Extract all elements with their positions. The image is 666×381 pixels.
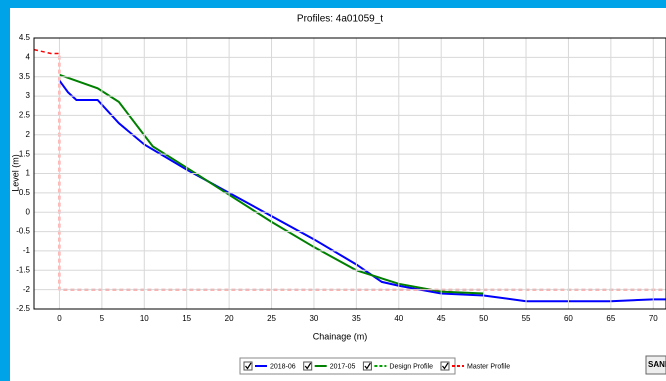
x-tick-label: 40 bbox=[394, 314, 403, 323]
y-tick-label: 1 bbox=[26, 169, 31, 178]
legend-checkbox bbox=[243, 361, 253, 371]
x-axis-label: Chainage (m) bbox=[313, 331, 368, 341]
x-tick-label: 50 bbox=[479, 314, 488, 323]
chart-title: Profiles: 4a01059_t bbox=[297, 14, 383, 25]
x-tick-label: 60 bbox=[564, 314, 573, 323]
x-tick-label: 10 bbox=[140, 314, 149, 323]
legend-label: Master Profile bbox=[467, 363, 510, 370]
series-line bbox=[59, 73, 484, 295]
y-axis-label: Level (m) bbox=[10, 154, 20, 192]
y-tick-label: 3 bbox=[26, 91, 31, 100]
legend-label: 2017-05 bbox=[330, 363, 356, 370]
y-tick-label: 4.5 bbox=[19, 33, 31, 42]
y-tick-label: 0.5 bbox=[19, 188, 31, 197]
y-tick-label: 2.5 bbox=[19, 111, 31, 120]
y-tick-label: 1.5 bbox=[19, 149, 31, 158]
x-tick-label: 45 bbox=[437, 314, 446, 323]
x-tick-label: 70 bbox=[649, 314, 658, 323]
x-tick-label: 30 bbox=[309, 314, 318, 323]
y-tick-label: -0.5 bbox=[16, 227, 30, 236]
legend-label: 2018-06 bbox=[270, 363, 296, 370]
x-tick-label: 0 bbox=[57, 314, 62, 323]
legend-checkbox bbox=[303, 361, 313, 371]
legend-checkbox bbox=[440, 361, 450, 371]
x-tick-label: 15 bbox=[182, 314, 191, 323]
x-tick-label: 55 bbox=[522, 314, 531, 323]
series-line bbox=[34, 48, 666, 291]
x-tick-label: 20 bbox=[225, 314, 234, 323]
y-tick-label: 3.5 bbox=[19, 72, 31, 81]
y-tick-label: 4 bbox=[26, 52, 31, 61]
y-tick-label: 0 bbox=[26, 207, 31, 216]
chart: Profiles: 4a01059_t Level (m) Chainage (… bbox=[10, 14, 666, 375]
plot-area bbox=[34, 48, 666, 303]
legend-label: Design Profile bbox=[389, 363, 433, 370]
y-tick-label: 2 bbox=[26, 130, 31, 139]
x-tick-label: 25 bbox=[267, 314, 276, 323]
logo-box bbox=[645, 355, 666, 375]
series-line bbox=[58, 79, 666, 303]
x-tick-label: 5 bbox=[100, 314, 105, 323]
plot-border bbox=[33, 37, 666, 310]
chart-window: Profiles: 4a01059_t Level (m) Chainage (… bbox=[10, 8, 666, 381]
y-tick-label: -1 bbox=[23, 246, 31, 255]
legend-check bbox=[245, 362, 252, 370]
legend-box bbox=[239, 357, 456, 375]
legend-check bbox=[442, 362, 449, 370]
y-tick-label: -1.5 bbox=[16, 265, 30, 274]
logo: SANDS bbox=[648, 360, 666, 369]
legend-check bbox=[304, 362, 312, 370]
x-tick-label: 35 bbox=[352, 314, 361, 323]
legend-checkbox bbox=[362, 361, 372, 371]
legend-check bbox=[364, 362, 371, 370]
y-tick-label: -2.5 bbox=[16, 304, 30, 313]
y-tick-label: -2 bbox=[23, 285, 31, 294]
x-tick-label: 65 bbox=[606, 314, 615, 323]
